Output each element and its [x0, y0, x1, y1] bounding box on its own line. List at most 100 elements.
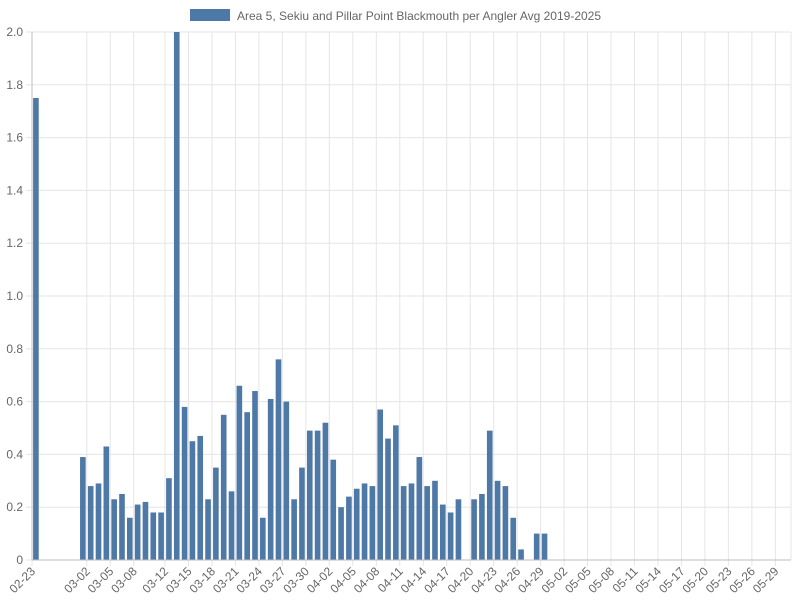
bar-03-12[interactable] — [166, 478, 172, 560]
x-tick-label: 03-12 — [140, 564, 172, 596]
bar-04-14[interactable] — [424, 486, 430, 560]
legend-label[interactable]: Area 5, Sekiu and Pillar Point Blackmout… — [237, 9, 601, 23]
bar-03-18[interactable] — [213, 467, 219, 560]
bar-04-13[interactable] — [416, 457, 423, 560]
bar-03-09[interactable] — [142, 501, 149, 560]
bar-04-29[interactable] — [541, 533, 548, 560]
y-axis-tick-labels: 0 0.2 0.4 0.6 0.8 1.0 1.2 1.4 1.6 1.8 2.0 — [6, 25, 23, 567]
bar-03-21[interactable] — [236, 385, 243, 560]
x-tick-label: 03-02 — [61, 564, 93, 596]
x-tick-label: 05-29 — [750, 564, 782, 596]
bar-03-30[interactable] — [306, 430, 313, 560]
x-tick-label: 04-23 — [468, 564, 500, 596]
bar-03-24[interactable] — [260, 517, 266, 560]
bar-04-28[interactable] — [533, 533, 540, 560]
x-tick-label: 05-23 — [703, 564, 735, 596]
x-tick-label: 03-15 — [163, 564, 195, 596]
bar-04-18[interactable] — [455, 499, 462, 560]
bar-03-15[interactable] — [189, 441, 196, 560]
bar-03-05[interactable] — [111, 499, 117, 560]
bar-03-28[interactable] — [291, 499, 297, 560]
bar-03-20[interactable] — [228, 491, 235, 560]
bar-03-10[interactable] — [150, 512, 157, 560]
x-tick-label: 05-05 — [562, 564, 594, 596]
x-tick-label: 04-05 — [327, 564, 359, 596]
bar-04-03[interactable] — [338, 507, 344, 560]
bar-03-01[interactable] — [80, 457, 86, 560]
bar-03-13[interactable] — [173, 32, 180, 560]
y-tick-label: 1.6 — [6, 131, 23, 145]
x-tick-label: 05-02 — [539, 564, 571, 596]
x-tick-label: 04-29 — [515, 564, 547, 596]
bar-03-19[interactable] — [220, 414, 227, 560]
grid — [26, 31, 792, 566]
axes — [31, 32, 791, 561]
y-tick-label: 0.2 — [6, 500, 23, 514]
bar-04-12[interactable] — [408, 483, 415, 560]
y-tick-label: 0 — [16, 553, 23, 567]
bar-04-11[interactable] — [400, 486, 407, 560]
x-tick-label: 02-23 — [7, 564, 39, 596]
x-tick-label: 03-24 — [233, 564, 265, 596]
bars — [33, 32, 548, 560]
x-tick-label: 04-14 — [398, 564, 430, 596]
bar-04-05[interactable] — [353, 488, 360, 560]
y-tick-label: 1.8 — [6, 78, 23, 92]
bar-04-08[interactable] — [377, 409, 384, 560]
bar-03-26[interactable] — [275, 359, 282, 560]
bar-02-23[interactable] — [33, 98, 39, 560]
bar-03-29[interactable] — [299, 467, 305, 560]
bar-03-07[interactable] — [126, 517, 133, 560]
legend[interactable]: Area 5, Sekiu and Pillar Point Blackmout… — [190, 9, 601, 23]
x-tick-label: 03-21 — [210, 564, 242, 596]
bar-03-31[interactable] — [314, 430, 321, 560]
x-tick-label: 04-26 — [492, 564, 524, 596]
bar-03-25[interactable] — [267, 398, 274, 560]
x-tick-label: 05-08 — [586, 564, 618, 596]
bar-04-16[interactable] — [439, 504, 446, 560]
bar-04-02[interactable] — [330, 459, 337, 560]
bar-04-20[interactable] — [471, 499, 477, 560]
bar-04-07[interactable] — [369, 486, 376, 560]
bar-04-15[interactable] — [432, 480, 438, 560]
bar-03-03[interactable] — [95, 483, 102, 560]
y-tick-label: 0.4 — [6, 447, 23, 461]
bar-03-27[interactable] — [283, 401, 290, 560]
bar-04-09[interactable] — [385, 438, 391, 560]
x-tick-label: 05-14 — [632, 564, 664, 596]
bar-04-21[interactable] — [479, 494, 485, 560]
x-tick-label: 04-17 — [421, 564, 453, 596]
bar-03-04[interactable] — [103, 446, 110, 560]
bar-04-06[interactable] — [361, 483, 368, 560]
bar-04-22[interactable] — [486, 430, 493, 560]
bar-03-23[interactable] — [252, 391, 258, 560]
bar-03-02[interactable] — [87, 486, 94, 560]
x-tick-label: 04-08 — [351, 564, 383, 596]
x-tick-label: 03-18 — [186, 564, 218, 596]
bar-04-25[interactable] — [510, 517, 517, 560]
bar-04-23[interactable] — [494, 480, 501, 560]
bar-03-06[interactable] — [119, 494, 125, 560]
bar-04-10[interactable] — [393, 425, 399, 560]
bar-03-17[interactable] — [205, 499, 211, 560]
y-tick-label: 2.0 — [6, 25, 23, 39]
bar-04-24[interactable] — [502, 486, 509, 560]
y-tick-label: 1.4 — [6, 183, 23, 197]
bar-03-14[interactable] — [181, 406, 188, 560]
bar-03-11[interactable] — [158, 512, 164, 560]
bar-04-17[interactable] — [447, 512, 454, 560]
bar-03-08[interactable] — [134, 504, 141, 560]
bar-04-26[interactable] — [518, 549, 524, 560]
x-tick-label: 04-20 — [445, 564, 477, 596]
x-tick-label: 05-17 — [656, 564, 688, 596]
bar-03-22[interactable] — [244, 412, 250, 560]
legend-swatch[interactable] — [190, 9, 230, 21]
bar-03-16[interactable] — [197, 435, 204, 560]
bar-04-04[interactable] — [346, 496, 352, 560]
bar-04-01[interactable] — [322, 422, 329, 560]
y-tick-label: 1.0 — [6, 289, 23, 303]
x-tick-label: 03-30 — [280, 564, 312, 596]
